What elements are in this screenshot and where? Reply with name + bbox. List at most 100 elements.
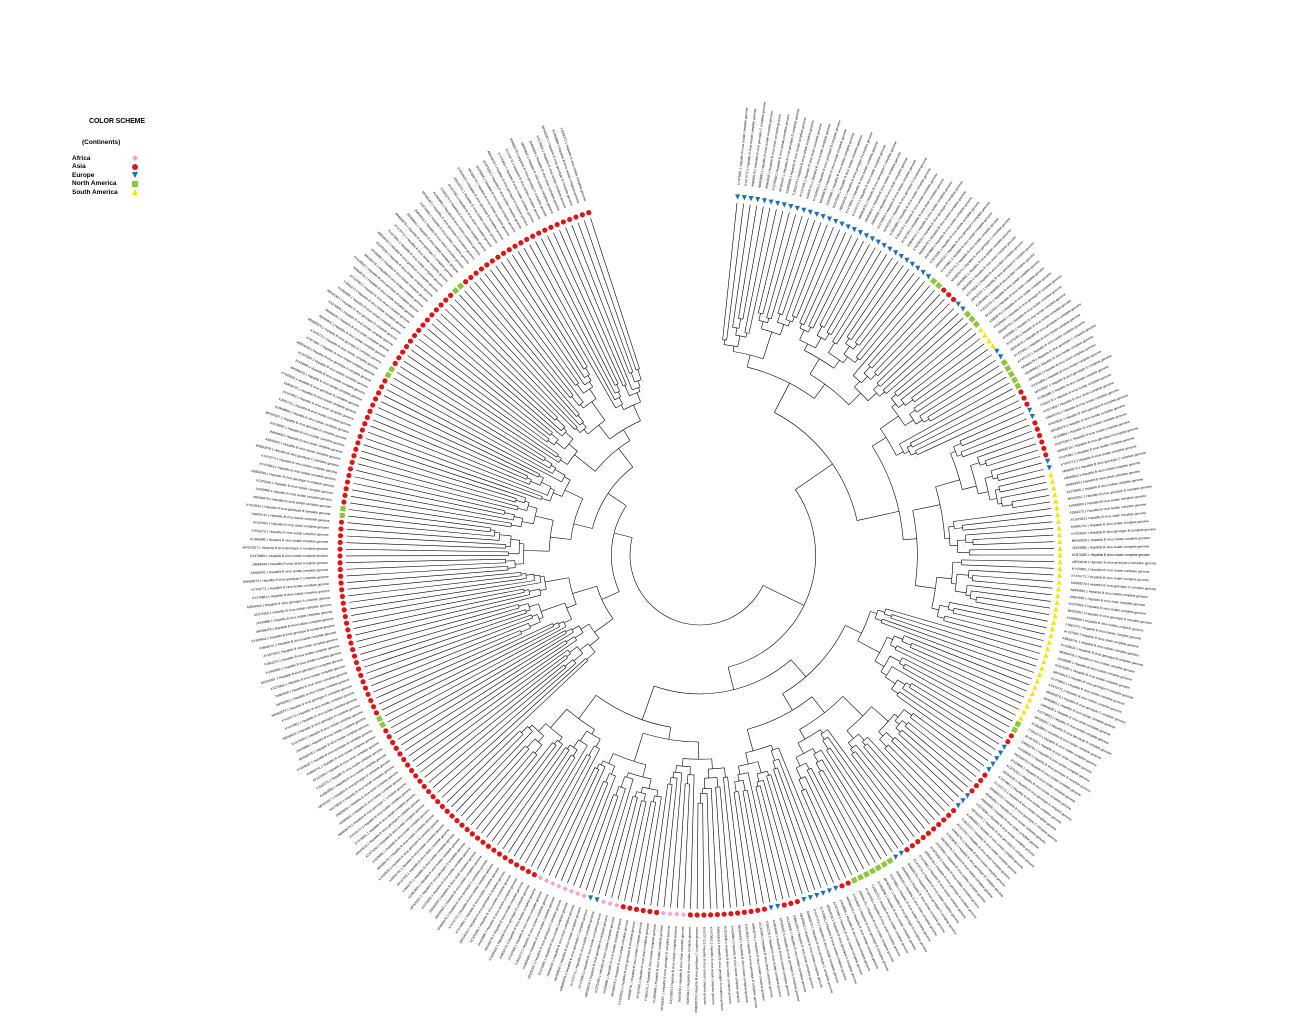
internal-branch [526, 738, 536, 748]
internal-branch [554, 429, 563, 437]
continent-marker-europe [807, 895, 813, 901]
continent-marker-europe [755, 197, 761, 203]
continent-marker-asia [721, 911, 727, 917]
bootstrap-mark: – [955, 547, 957, 551]
internal-branch [525, 731, 533, 739]
continent-marker-europe [857, 230, 864, 236]
bootstrap-mark: – [622, 447, 624, 451]
continent-marker-africa [543, 878, 550, 884]
internal-branch [799, 314, 804, 323]
continent-marker-asia [560, 219, 566, 225]
internal-branch [520, 627, 531, 633]
internal-branch [727, 667, 735, 690]
internal-branch [898, 733, 904, 739]
continent-marker-europe [994, 756, 1000, 762]
internal-branch [980, 463, 987, 466]
internal-branch [814, 383, 826, 399]
internal-branch [574, 409, 580, 415]
continent-marker-asia [496, 851, 503, 857]
continent-marker-asia [339, 593, 345, 600]
tree-branch-arc [614, 383, 619, 386]
continent-marker-africa [674, 911, 680, 917]
bootstrap-mark: – [775, 333, 777, 337]
internal-branch [551, 465, 556, 469]
internal-branch [544, 459, 553, 465]
internal-branch [504, 512, 515, 516]
leaf-branch [506, 258, 582, 373]
internal-branch [867, 736, 876, 746]
bootstrap-mark: – [913, 422, 915, 426]
continent-marker-asia [396, 355, 402, 361]
tree-branch-arc [629, 371, 633, 374]
leaf-branch [349, 502, 506, 527]
tree-branch-arc [523, 588, 525, 593]
leaf-branch [875, 745, 940, 816]
internal-branch [970, 598, 977, 600]
internal-branch [613, 403, 616, 409]
leaf-branch [431, 323, 555, 430]
tree-branch-arc [525, 573, 527, 579]
leaf-branch [475, 758, 534, 830]
legend-item-europe: Europe [72, 171, 182, 180]
leaf-branch [738, 795, 758, 905]
internal-branch [519, 734, 524, 739]
internal-branch [735, 327, 738, 336]
continent-marker-asia [735, 910, 741, 916]
leaf-branch [897, 611, 1041, 654]
continent-marker-europe [863, 233, 870, 239]
internal-branch [575, 428, 581, 433]
continent-marker-europe [994, 348, 1000, 354]
internal-branch [494, 512, 505, 515]
internal-branch [490, 529, 495, 531]
internal-branch [539, 454, 546, 459]
tree-branch-arc [643, 732, 699, 743]
internal-branch [902, 688, 908, 692]
bootstrap-mark: – [524, 568, 526, 572]
tree-branch-arc [799, 696, 844, 730]
continent-marker-asia [350, 646, 356, 653]
bootstrap-mark: – [896, 406, 898, 410]
bootstrap-mark: – [1000, 506, 1002, 510]
internal-branch [800, 790, 804, 797]
internal-branch [517, 633, 522, 637]
bootstrap-mark: – [772, 319, 774, 323]
bootstrap-mark: – [618, 780, 620, 784]
internal-branch [565, 431, 574, 440]
internal-branch [521, 521, 534, 525]
internal-branch [896, 695, 903, 701]
leaf-branch [449, 304, 569, 424]
internal-branch [511, 730, 520, 739]
internal-branch [997, 503, 1002, 505]
leaf-branch [802, 229, 840, 315]
continent-marker-asia [397, 751, 403, 757]
bootstrap-mark: – [632, 790, 634, 794]
continent-marker-north-america [384, 371, 392, 379]
continent-marker-asia [1043, 452, 1049, 458]
tree-branch-arc [599, 763, 606, 767]
continent-marker-europe [997, 750, 1004, 756]
internal-branch [799, 329, 805, 340]
legend-label: Europe [72, 171, 95, 179]
tree-branch-arc [553, 439, 559, 446]
tree-branch-arc [609, 420, 641, 440]
internal-branch [812, 748, 816, 754]
leaf-branch [858, 748, 925, 829]
tree-branch-arc [911, 397, 915, 403]
leaf-branch [773, 784, 809, 893]
internal-branch [856, 350, 862, 358]
bootstrap-mark: – [650, 795, 652, 799]
tree-branch-arc [571, 628, 574, 633]
continent-marker-asia [925, 830, 932, 836]
continent-marker-europe [920, 269, 926, 276]
internal-branch [936, 577, 952, 580]
continent-marker-asia [351, 653, 358, 659]
internal-branch [912, 504, 941, 511]
leaf-branch [920, 388, 1013, 438]
leaf-label: AB493842.1 Hepatitis B virus isolate com… [1070, 588, 1148, 599]
bootstrap-mark: – [531, 619, 533, 623]
internal-branch [917, 451, 925, 455]
internal-branch [785, 310, 790, 320]
internal-branch [605, 773, 610, 783]
internal-branch [959, 438, 967, 442]
internal-branch [732, 346, 735, 352]
